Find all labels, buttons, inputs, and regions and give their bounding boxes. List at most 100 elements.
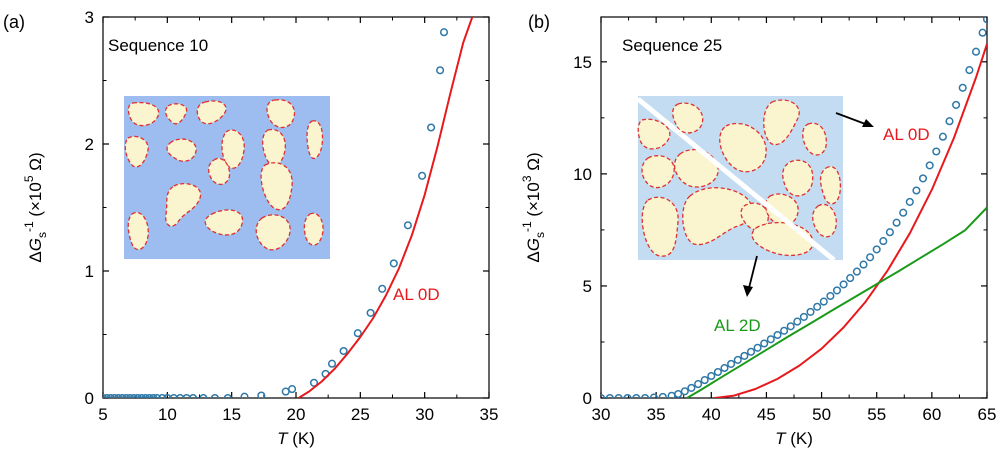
data-point [114, 393, 123, 398]
data-point [145, 393, 154, 398]
data-point [353, 329, 362, 338]
arrow-shaft [748, 255, 758, 289]
x-tick-label: 5 [98, 405, 107, 424]
data-point [766, 335, 775, 344]
data-point [288, 385, 297, 394]
x-tick-label: 35 [647, 405, 666, 424]
data-point [169, 393, 178, 398]
panel-a-label: (a) [3, 12, 25, 32]
inset-a-grains [124, 99, 324, 251]
data-point [846, 274, 855, 283]
data-point [163, 393, 172, 398]
data-point [152, 393, 162, 398]
grain [306, 120, 324, 160]
data-point [965, 66, 974, 75]
grain [166, 138, 197, 162]
panel-b-al2d-label: AL 2D [714, 316, 761, 335]
grain [127, 211, 149, 251]
grain [260, 162, 293, 211]
data-point [641, 393, 650, 398]
data-point [852, 267, 861, 276]
data-point [210, 393, 219, 398]
data-point [912, 186, 921, 195]
grain [255, 214, 291, 251]
data-point [605, 393, 614, 398]
x-tick-label: 45 [757, 405, 776, 424]
data-point [125, 393, 135, 398]
panel-a-al0d-label: AL 0D [393, 285, 440, 304]
grain [641, 155, 675, 189]
data-point [601, 393, 606, 398]
data-point [872, 245, 881, 254]
grain [303, 212, 324, 246]
grain [204, 209, 244, 236]
panel-a: (a) Sequence 1 [3, 8, 498, 448]
panel-b-al0d-label: AL 0D [883, 125, 930, 144]
grain [266, 99, 296, 129]
data-point [176, 393, 185, 398]
grain [819, 166, 842, 205]
data-point [149, 393, 158, 398]
data-point [137, 393, 146, 398]
x-tick-label: 30 [592, 405, 611, 424]
x-tick-label: 15 [222, 405, 241, 424]
inset-b-cut-line [636, 97, 836, 262]
data-point [694, 380, 703, 389]
grain [719, 122, 767, 173]
inset-b-grains [637, 99, 842, 257]
grain [207, 157, 231, 186]
grain [196, 100, 227, 125]
data-point [378, 284, 387, 293]
data-point [945, 117, 954, 126]
panel-b-label: (b) [528, 12, 550, 32]
panel-b-series [601, 17, 987, 398]
data-point [199, 393, 208, 398]
arrow-to-al2d [743, 255, 758, 297]
data-point [938, 132, 947, 141]
data-point [687, 383, 696, 392]
grain [127, 101, 160, 127]
data-point [760, 339, 769, 348]
grain [124, 135, 149, 168]
data-point [952, 100, 961, 109]
grain [802, 122, 827, 156]
data-point [129, 393, 138, 398]
y-tick-label: 0 [583, 389, 592, 408]
data-point [982, 17, 987, 24]
series-line-al-0d [714, 43, 987, 398]
data-point [879, 237, 888, 246]
data-point [281, 387, 290, 396]
grain [164, 103, 188, 125]
y-tick-label: 2 [85, 135, 94, 154]
data-point [905, 197, 914, 206]
arrow-head [862, 119, 874, 127]
data-point [720, 363, 729, 373]
x-tick-label: 20 [287, 405, 306, 424]
x-tick-label: 50 [812, 405, 831, 424]
data-point [925, 161, 934, 170]
data-point [133, 393, 142, 398]
data-point [978, 28, 987, 37]
inset-a-schematic [124, 96, 330, 259]
data-point [780, 326, 789, 335]
x-tick-label: 40 [702, 405, 721, 424]
data-point [832, 286, 842, 295]
x-tick-label: 35 [480, 405, 499, 424]
y-axis-title: ΔGs-1 (×103 Ω) [520, 152, 547, 262]
x-tick-label: 55 [867, 405, 886, 424]
data-point [727, 359, 736, 368]
data-point [106, 393, 115, 398]
y-tick-label: 3 [85, 8, 94, 27]
data-point [614, 393, 623, 398]
data-point [813, 302, 822, 311]
data-point [885, 228, 894, 237]
data-point [436, 66, 445, 75]
data-point [819, 297, 828, 306]
data-point [740, 351, 749, 360]
data-point [141, 393, 150, 398]
data-point [658, 392, 667, 398]
data-point [439, 28, 449, 37]
data-point [158, 393, 167, 398]
data-point [753, 343, 762, 352]
